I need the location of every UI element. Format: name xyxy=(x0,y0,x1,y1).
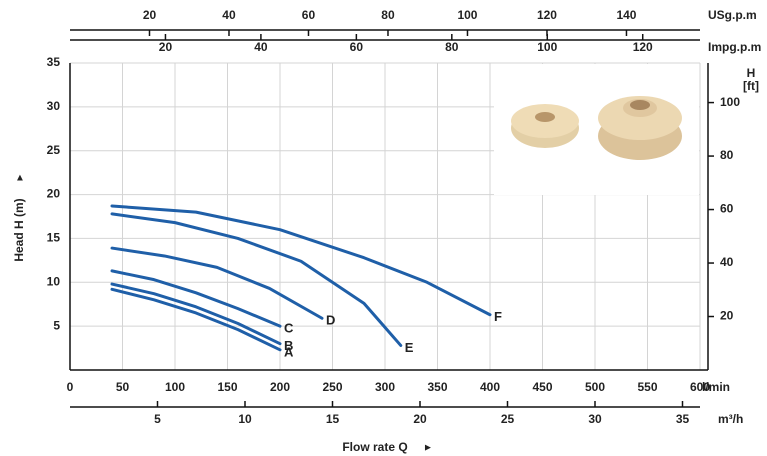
x-tick-label: 200 xyxy=(270,380,290,394)
x-tick-label: 550 xyxy=(637,380,657,394)
curve-label: D xyxy=(326,313,335,328)
secondary-axis-label: Impg.p.m xyxy=(708,40,761,54)
y2-tick-label: 20 xyxy=(720,309,734,323)
x-tick-label: 0 xyxy=(67,380,74,394)
curve-label: F xyxy=(494,309,502,324)
x-tick-label: 150 xyxy=(217,380,237,394)
y2-axis-title: H xyxy=(747,66,756,80)
curve-label: A xyxy=(284,344,294,359)
secondary-tick-label: 15 xyxy=(326,412,340,426)
secondary-tick-label: 40 xyxy=(222,8,236,22)
x-tick-label: 250 xyxy=(322,380,342,394)
secondary-tick-label: 120 xyxy=(537,8,557,22)
x-tick-label: 500 xyxy=(585,380,605,394)
arrow-icon: ► xyxy=(423,443,433,454)
y-tick-label: 30 xyxy=(47,99,61,113)
x-tick-label: 450 xyxy=(532,380,552,394)
secondary-axis-label: m³/h xyxy=(718,412,743,426)
secondary-tick-label: 20 xyxy=(143,8,157,22)
x-unit: l/min xyxy=(702,380,730,394)
secondary-tick-label: 80 xyxy=(381,8,395,22)
x-tick-label: 600 xyxy=(690,380,710,394)
pump-curve xyxy=(110,282,282,346)
secondary-tick-label: 80 xyxy=(445,40,459,54)
x-tick-label: 300 xyxy=(375,380,395,394)
x-tick-label: 100 xyxy=(165,380,185,394)
y2-tick-label: 100 xyxy=(720,95,740,109)
pump-curve xyxy=(110,287,282,352)
secondary-tick-label: 140 xyxy=(616,8,636,22)
secondary-tick-label: 100 xyxy=(457,8,477,22)
secondary-tick-label: 5 xyxy=(154,412,161,426)
curve-label: B xyxy=(284,338,293,353)
y-axis-title: Head H (m) xyxy=(12,198,26,261)
secondary-tick-label: 60 xyxy=(302,8,316,22)
curve-label: E xyxy=(405,340,414,355)
impeller-photo xyxy=(494,64,699,195)
secondary-tick-label: 20 xyxy=(413,412,427,426)
secondary-tick-label: 120 xyxy=(633,40,653,54)
y2-tick-label: 40 xyxy=(720,255,734,269)
pump-curve xyxy=(110,246,324,320)
secondary-tick-label: 20 xyxy=(159,40,173,54)
y2-tick-label: 60 xyxy=(720,202,734,216)
secondary-tick-label: 10 xyxy=(238,412,252,426)
pump-curve xyxy=(110,212,403,347)
secondary-tick-label: 60 xyxy=(350,40,364,54)
secondary-tick-label: 100 xyxy=(537,40,557,54)
y2-axis-title: [ft] xyxy=(743,79,759,93)
y-tick-label: 5 xyxy=(53,318,60,332)
y-tick-label: 35 xyxy=(47,55,61,69)
x-tick-label: 50 xyxy=(116,380,130,394)
secondary-tick-label: 40 xyxy=(254,40,268,54)
x-tick-label: 400 xyxy=(480,380,500,394)
secondary-tick-label: 35 xyxy=(676,412,690,426)
y-tick-label: 10 xyxy=(47,274,61,288)
y-tick-label: 15 xyxy=(47,231,61,245)
curve-label: C xyxy=(284,321,294,336)
y-tick-label: 25 xyxy=(47,143,61,157)
y2-tick-label: 80 xyxy=(720,148,734,162)
secondary-tick-label: 25 xyxy=(501,412,515,426)
x-axis-title: Flow rate Q xyxy=(342,440,407,454)
arrow-icon: ▲ xyxy=(15,173,25,184)
x-tick-label: 350 xyxy=(427,380,447,394)
secondary-tick-label: 30 xyxy=(588,412,602,426)
pump-curve xyxy=(110,269,282,328)
y-tick-label: 20 xyxy=(47,187,61,201)
secondary-axis-label: USg.p.m xyxy=(708,8,757,22)
pump-curve xyxy=(110,204,492,317)
